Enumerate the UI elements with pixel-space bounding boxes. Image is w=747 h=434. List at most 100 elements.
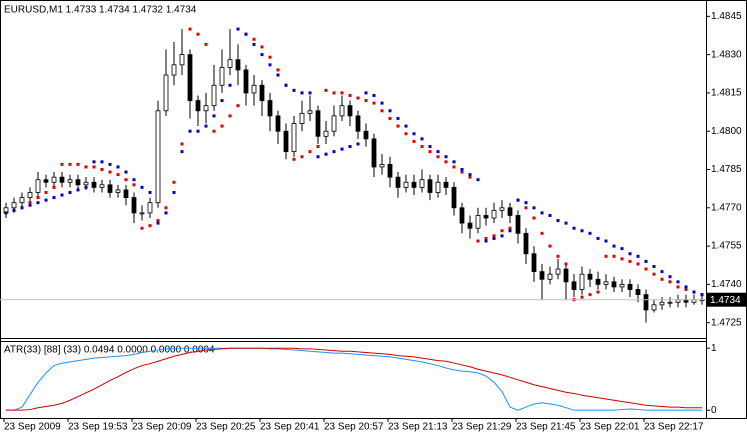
candle-body [307, 110, 313, 114]
candle-body [91, 181, 97, 188]
candle-body [155, 110, 161, 204]
sar-dot [700, 293, 704, 297]
sar-dot [164, 206, 168, 210]
sar-dot [620, 247, 624, 251]
candle-body [643, 294, 649, 311]
sar-dot [68, 162, 72, 166]
sar-dot [412, 132, 416, 136]
candle-body [555, 268, 561, 275]
sar-dot [268, 55, 272, 59]
sar-dot [332, 150, 336, 154]
sar-dot [524, 206, 528, 210]
sar-dot [396, 124, 400, 128]
candle-body [203, 105, 209, 112]
sar-dot [300, 155, 304, 159]
candle-body [51, 176, 57, 183]
indicator-line [6, 347, 702, 411]
sar-dot [4, 211, 8, 215]
sar-dot [188, 27, 192, 31]
sar-dot [276, 68, 280, 72]
sar-dot [44, 198, 48, 202]
sar-dot [124, 170, 128, 174]
sar-dot [444, 160, 448, 164]
x-tick-label: 23 Sep 19:53 [68, 422, 128, 433]
indicator-title: ATR(33) [88] (33) 0.0494 0.0000 0.0000 0… [4, 345, 215, 356]
sar-dot [228, 114, 232, 118]
sar-dot [460, 170, 464, 174]
sar-dot [540, 231, 544, 235]
sar-dot [284, 83, 288, 87]
sar-dot [468, 175, 472, 179]
sar-dot [492, 234, 496, 238]
candle-body [275, 115, 281, 132]
sar-dot [20, 206, 24, 210]
candle-body [411, 181, 417, 188]
sar-dot [228, 83, 232, 87]
x-tick-label: 23 Sep 20:41 [260, 422, 320, 433]
sar-dot [132, 178, 136, 182]
sar-dot [220, 124, 224, 128]
sar-dot [668, 280, 672, 284]
sar-dot [676, 285, 680, 289]
candle-body [387, 163, 393, 178]
sar-dot [436, 155, 440, 159]
y-tick-label: 1.4815 [711, 88, 742, 99]
candle-body [547, 273, 553, 280]
candle-body [59, 176, 65, 183]
sar-dot [628, 259, 632, 263]
candle-body [371, 138, 377, 168]
candle-body [403, 181, 409, 188]
sar-dot [644, 267, 648, 271]
sar-dot [428, 145, 432, 149]
candle-body [43, 179, 49, 183]
sar-dot [340, 147, 344, 151]
sar-dot [484, 236, 488, 240]
y-tick-label: 1.4785 [711, 164, 742, 175]
candle-body [347, 105, 353, 117]
candle-body [315, 110, 321, 137]
sar-dot [612, 254, 616, 258]
candle-body [291, 123, 297, 153]
candle-body [107, 184, 113, 193]
sar-dot [196, 32, 200, 36]
sar-dot [252, 37, 256, 41]
sar-dot [676, 280, 680, 284]
sar-dot [324, 152, 328, 156]
candle-body [75, 179, 81, 186]
sar-dot [516, 198, 520, 202]
sar-dot [164, 211, 168, 215]
candle-body [507, 207, 513, 216]
sar-dot [252, 42, 256, 46]
sar-dot [348, 93, 352, 97]
sar-dot [204, 124, 208, 128]
candle-body [635, 289, 641, 295]
candle-body [83, 181, 89, 186]
sar-dot [60, 193, 64, 197]
x-tick-label: 23 Sep 20:09 [132, 422, 192, 433]
x-tick-label: 23 Sep 2009 [4, 422, 61, 433]
sar-dot [140, 226, 144, 230]
candle-body [619, 283, 625, 288]
sar-dot [492, 236, 496, 240]
candle-body [139, 212, 145, 215]
candle-body [131, 197, 137, 214]
sar-dot [124, 178, 128, 182]
sar-dot [84, 185, 88, 189]
sar-dot [156, 219, 160, 223]
candle-body [259, 84, 265, 101]
candle-body [587, 273, 593, 280]
y-tick-label: 0 [711, 405, 717, 416]
candle-body [523, 232, 529, 255]
current-price-box [707, 292, 746, 307]
sar-dot [100, 160, 104, 164]
sar-dot [532, 216, 536, 220]
sar-dot [236, 27, 240, 31]
sar-dot [292, 88, 296, 92]
sar-dot [260, 45, 264, 49]
sar-dot [116, 165, 120, 169]
sar-dot [300, 91, 304, 95]
candle-body [323, 130, 329, 137]
y-tick-label: 1.4770 [711, 202, 742, 213]
y-tick-label: 1.4725 [711, 317, 742, 328]
candle-body [99, 184, 105, 188]
